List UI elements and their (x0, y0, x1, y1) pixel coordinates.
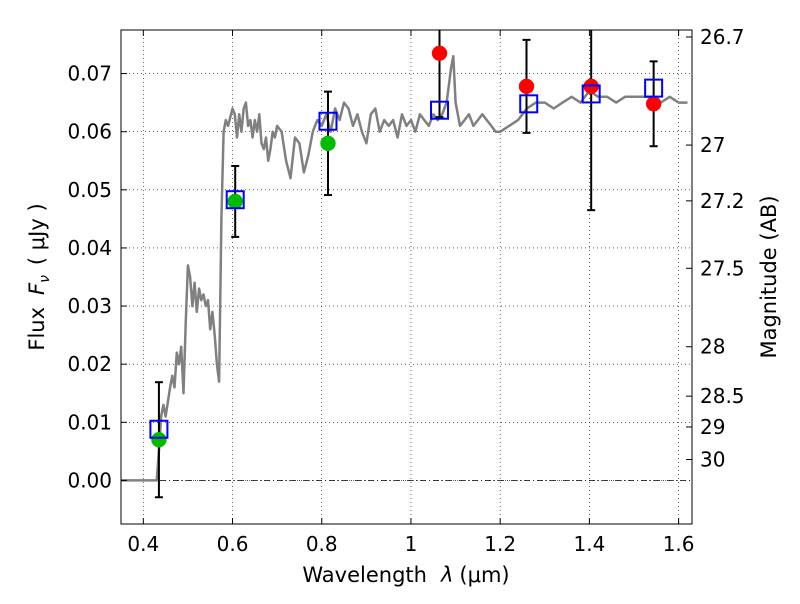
y2-tick-label: 27.5 (700, 256, 745, 280)
model-photometry-square (149, 419, 169, 439)
x-axis-ticks: 0.4 0.6 0.8 1 1.2 1.4 1.6 (127, 30, 695, 556)
y-tick-label: 0.02 (67, 352, 112, 376)
y2-tick-label: 30 (700, 447, 725, 471)
y-tick-label: 0.04 (67, 236, 112, 260)
y2-tick-label: 26.7 (700, 25, 745, 49)
model-photometry-square (430, 100, 450, 120)
y-tick-label: 0.03 (67, 294, 112, 318)
x-tick-label: 1 (405, 532, 418, 556)
model-spectrum-layer (121, 54, 688, 482)
grid-lines (121, 30, 692, 524)
y2-tick-label: 27.2 (700, 189, 745, 213)
observed-points (151, 45, 662, 448)
y2-tick-label: 28 (700, 335, 725, 359)
model-photometry-square (519, 94, 539, 114)
y-tick-label: 0.07 (67, 62, 112, 86)
model-spectrum-line (121, 54, 688, 482)
x-tick-label: 1.6 (663, 532, 695, 556)
x-tick-label: 0.6 (217, 532, 249, 556)
y-tick-label: 0.00 (67, 468, 112, 492)
model-photometry-square (644, 78, 664, 98)
observed-point (645, 96, 662, 112)
observed-point (320, 135, 336, 152)
model-photometry-points (149, 78, 664, 439)
y2-axis-label: Magnitude (AB) (757, 195, 781, 358)
model-photometry-square (581, 84, 601, 104)
observed-point (227, 193, 243, 210)
y-axis-label: FluxFν( μJy ) (25, 203, 53, 350)
y2-tick-label: 27 (700, 133, 725, 157)
plot-frame (120, 29, 693, 525)
x-tick-label: 1.4 (573, 532, 605, 556)
x-tick-label: 1.2 (484, 532, 516, 556)
y-tick-label: 0.01 (67, 410, 112, 434)
model-photometry-square (225, 190, 245, 210)
y-axis-ticks: 0.00 0.01 0.02 0.03 0.04 0.05 0.06 0.07 (67, 62, 127, 492)
y2-axis-ticks: 26.7 27 27.2 27.5 28 28.5 29 30 (686, 25, 745, 471)
model-photometry-square (318, 111, 338, 131)
observed-point (518, 78, 535, 95)
observed-point (151, 431, 167, 448)
y-tick-label: 0.06 (67, 120, 112, 144)
x-tick-label: 0.8 (306, 532, 338, 556)
y2-tick-label: 28.5 (700, 384, 745, 408)
x-axis-label: Wavelength λ (μm) (302, 563, 509, 587)
x-tick-label: 0.4 (127, 532, 159, 556)
y-tick-label: 0.05 (67, 178, 112, 202)
observed-point (431, 45, 448, 61)
y2-tick-label: 29 (700, 415, 725, 439)
